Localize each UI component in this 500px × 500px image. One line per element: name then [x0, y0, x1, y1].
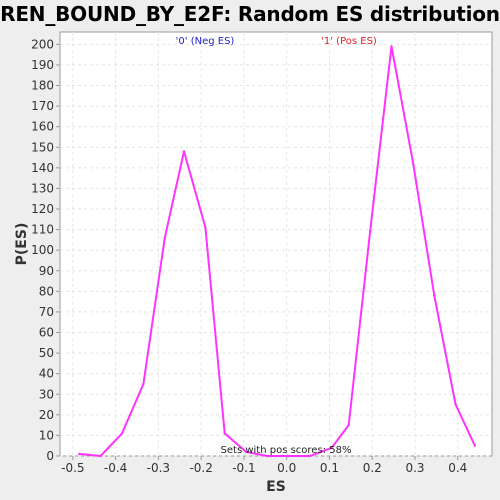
y-tick-label: 120	[31, 202, 54, 216]
data-point	[309, 454, 312, 458]
data-point	[244, 450, 248, 454]
annotation-pos-es: '1' (Pos ES)	[321, 36, 377, 47]
y-tick-label: 190	[31, 58, 54, 72]
x-tick-label: -0.1	[232, 461, 255, 475]
data-point	[368, 230, 372, 233]
x-axis-label: ES	[266, 479, 286, 495]
x-tick-label: -0.5	[61, 461, 84, 475]
data-point	[78, 452, 81, 456]
grid-lines	[60, 32, 492, 457]
y-tick-label: 160	[31, 120, 54, 134]
annotation-neg-es: '0' (Neg ES)	[176, 36, 235, 47]
x-tick-label: 0.2	[363, 461, 382, 475]
data-point	[120, 432, 124, 435]
data-point	[454, 403, 457, 406]
data-point	[473, 444, 477, 447]
x-tick-label: -0.2	[189, 461, 212, 475]
data-point	[182, 150, 186, 153]
data-point	[223, 432, 226, 435]
y-tick-label: 110	[31, 223, 54, 237]
y-tick-label: 20	[39, 408, 54, 422]
y-tick-label: 80	[39, 284, 54, 298]
y-tick-label: 90	[39, 264, 54, 278]
y-tick-label: 100	[31, 243, 54, 257]
y-axis-ticks: 0 10 20 30 40 50 60 70 80 90 100 110 120 130 140 150 160…	[31, 37, 60, 463]
series-line	[79, 45, 476, 457]
data-point	[347, 423, 350, 427]
y-tick-label: 180	[31, 79, 54, 93]
data-point	[163, 236, 166, 240]
data-point	[204, 226, 207, 229]
x-axis-ticks: -0.5 -0.4 -0.3 -0.2 -0.1 0.0 0.1 0.2 0.3 0.4	[61, 456, 467, 475]
x-tick-label: 0.3	[405, 461, 424, 475]
y-tick-label: 30	[39, 387, 54, 401]
y-tick-label: 150	[31, 140, 54, 154]
chart-title: REN_BOUND_BY_E2F: Random ES distribution	[0, 2, 500, 26]
y-tick-label: 0	[46, 449, 54, 463]
y-tick-label: 40	[39, 367, 54, 381]
x-tick-label: 0.4	[448, 461, 467, 475]
y-tick-label: 50	[39, 346, 54, 360]
data-point	[266, 454, 269, 458]
data-point	[330, 446, 333, 449]
y-tick-label: 200	[31, 37, 54, 51]
data-point	[142, 382, 145, 386]
x-tick-label: 0.0	[277, 461, 296, 475]
y-tick-label: 130	[31, 181, 54, 195]
annotation-pos-scores: Sets with pos scores: 58%	[221, 445, 352, 456]
data-point	[287, 454, 291, 458]
x-tick-label: -0.4	[104, 461, 127, 475]
y-tick-label: 140	[31, 161, 54, 175]
y-tick-label: 10	[39, 428, 54, 442]
series-layer	[78, 45, 477, 458]
y-tick-label: 60	[39, 326, 54, 340]
x-tick-label: -0.3	[147, 461, 170, 475]
y-tick-label: 70	[39, 305, 54, 319]
y-tick-label: 170	[31, 99, 54, 113]
data-point	[99, 454, 102, 458]
data-point	[390, 45, 393, 48]
plot-area	[59, 31, 493, 457]
data-point	[433, 294, 436, 297]
data-point	[411, 160, 415, 163]
y-axis-label: P(ES)	[14, 223, 30, 266]
x-tick-label: 0.1	[320, 461, 339, 475]
